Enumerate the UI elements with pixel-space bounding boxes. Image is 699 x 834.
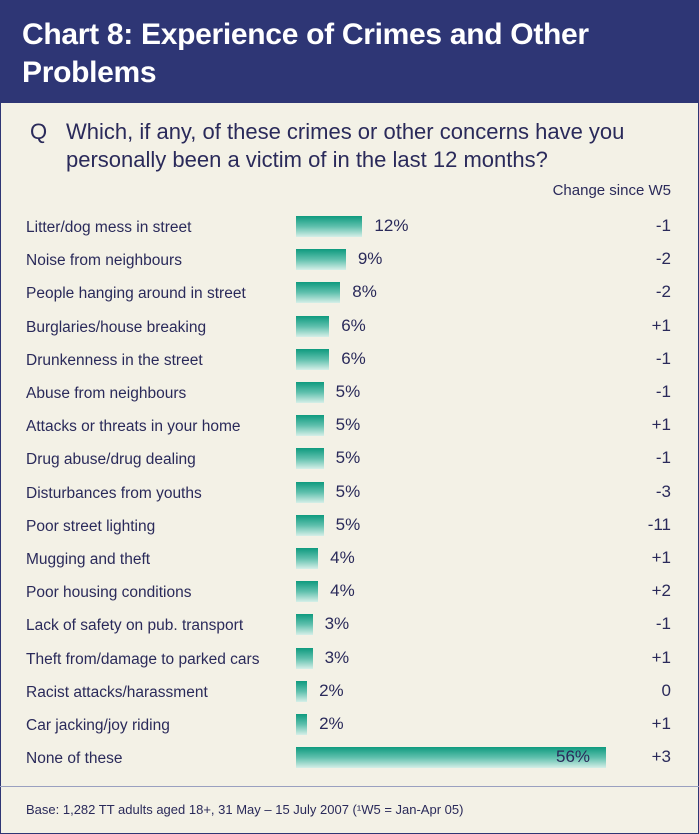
category-label: Disturbances from youths <box>26 484 202 502</box>
category-label: Poor housing conditions <box>26 584 192 602</box>
chart-title: Chart 8: Experience of Crimes and Other … <box>22 18 589 89</box>
bar-row: Mugging and theft 4% +1 <box>0 542 699 575</box>
value-label: 6% <box>341 315 366 335</box>
change-value: -1 <box>655 348 671 368</box>
category-label: Burglaries/house breaking <box>26 318 207 336</box>
category-label: Drunkenness in the street <box>26 351 203 369</box>
category-label: Poor street lighting <box>26 517 156 535</box>
bar-row: Drunkenness in the street 6% -1 <box>0 343 699 376</box>
question-prefix: Q <box>30 119 48 144</box>
value-label: 9% <box>357 249 383 269</box>
change-value: +1 <box>651 415 671 435</box>
bar-row: Poor street lighting 5% -11 <box>0 509 699 542</box>
category-label: Mugging and theft <box>26 551 151 568</box>
change-value: -2 <box>655 282 671 302</box>
value-label: 4% <box>330 548 355 567</box>
category-label: Abuse from neighbours <box>26 385 187 402</box>
category-label: Lack of safety on pub. transport <box>26 617 244 635</box>
category-label: People hanging around in street <box>26 285 246 303</box>
value-label: 6% <box>341 348 366 368</box>
bar <box>296 282 341 304</box>
value-label: 5% <box>335 514 361 534</box>
category-label: Theft from/damage to parked cars <box>26 650 260 668</box>
change-value: +1 <box>651 315 671 335</box>
category-label: Car jacking/joy riding <box>26 717 170 734</box>
footer-divider <box>0 786 699 787</box>
change-value: -3 <box>655 481 671 501</box>
bar <box>296 249 346 271</box>
value-label: 3% <box>324 647 350 667</box>
change-value: +3 <box>651 747 671 767</box>
bar-row: Abuse from neighbours 5% -1 <box>0 376 699 409</box>
bar <box>296 747 606 769</box>
bar <box>296 548 319 569</box>
bar <box>296 647 313 669</box>
bar-row: Litter/dog mess in street 12% -1 <box>0 210 699 243</box>
category-label: Litter/dog mess in street <box>26 219 192 236</box>
value-label: 3% <box>324 614 350 634</box>
value-label: 12% <box>374 216 409 235</box>
bar-row: Drug abuse/drug dealing 5% -1 <box>0 442 699 475</box>
bar <box>296 614 313 636</box>
value-label: 2% <box>319 680 344 700</box>
bar <box>296 382 324 403</box>
question-text: Which, if any, of these crimes or other … <box>66 119 625 172</box>
bar-row: Disturbances from youths 5% -3 <box>0 476 699 509</box>
bar <box>296 315 330 337</box>
change-value: -1 <box>655 448 671 468</box>
change-value: +1 <box>651 714 671 733</box>
bar-row: People hanging around in street 8% -2 <box>0 276 699 309</box>
bar-row: None of these 56% +3 <box>0 741 699 774</box>
change-value: 0 <box>661 680 671 700</box>
value-label: 5% <box>335 415 361 435</box>
bar-row: Burglaries/house breaking 6% +1 <box>0 310 699 343</box>
bar <box>296 448 324 470</box>
value-label: 8% <box>352 282 377 302</box>
bar <box>296 680 308 702</box>
change-value: -1 <box>655 382 671 401</box>
bar-row: Attacks or threats in your home 5% +1 <box>0 409 699 442</box>
category-label: Attacks or threats in your home <box>26 418 241 436</box>
bar <box>296 714 308 735</box>
change-value: -1 <box>655 216 671 235</box>
bar-row: Racist attacks/harassment 2% 0 <box>0 675 699 708</box>
bar-row: Poor housing conditions 4% +2 <box>0 575 699 608</box>
value-label: 4% <box>330 581 355 601</box>
value-label: 5% <box>335 382 361 401</box>
bar <box>296 481 324 503</box>
change-value: +1 <box>651 548 671 567</box>
change-value: -1 <box>655 614 671 634</box>
value-label: 56% <box>556 747 591 767</box>
category-label: Racist attacks/harassment <box>26 683 208 701</box>
base-note: Base: 1,282 TT adults aged 18+, 31 May –… <box>26 802 464 817</box>
value-label: 2% <box>319 714 344 733</box>
category-label: Drug abuse/drug dealing <box>26 451 196 469</box>
bar <box>296 216 363 237</box>
value-label: 5% <box>335 448 361 468</box>
change-value: +1 <box>651 647 671 667</box>
change-column-header: Change since W5 <box>552 182 671 199</box>
bar-row: Car jacking/joy riding 2% +1 <box>0 708 699 741</box>
change-value: +2 <box>651 581 671 601</box>
bar <box>296 415 324 437</box>
bar-row: Theft from/damage to parked cars 3% +1 <box>0 642 699 675</box>
category-label: None of these <box>26 750 123 768</box>
chart-header: Chart 8: Experience of Crimes and Other … <box>0 0 699 103</box>
bar-row: Lack of safety on pub. transport 3% -1 <box>0 608 699 641</box>
change-value: -11 <box>647 514 671 534</box>
category-label: Noise from neighbours <box>26 252 182 270</box>
bar <box>296 514 324 536</box>
bar <box>296 581 319 603</box>
change-value: -2 <box>655 249 671 269</box>
bar <box>296 348 330 370</box>
bar-row: Noise from neighbours 9% -2 <box>0 243 699 276</box>
value-label: 5% <box>335 481 361 501</box>
